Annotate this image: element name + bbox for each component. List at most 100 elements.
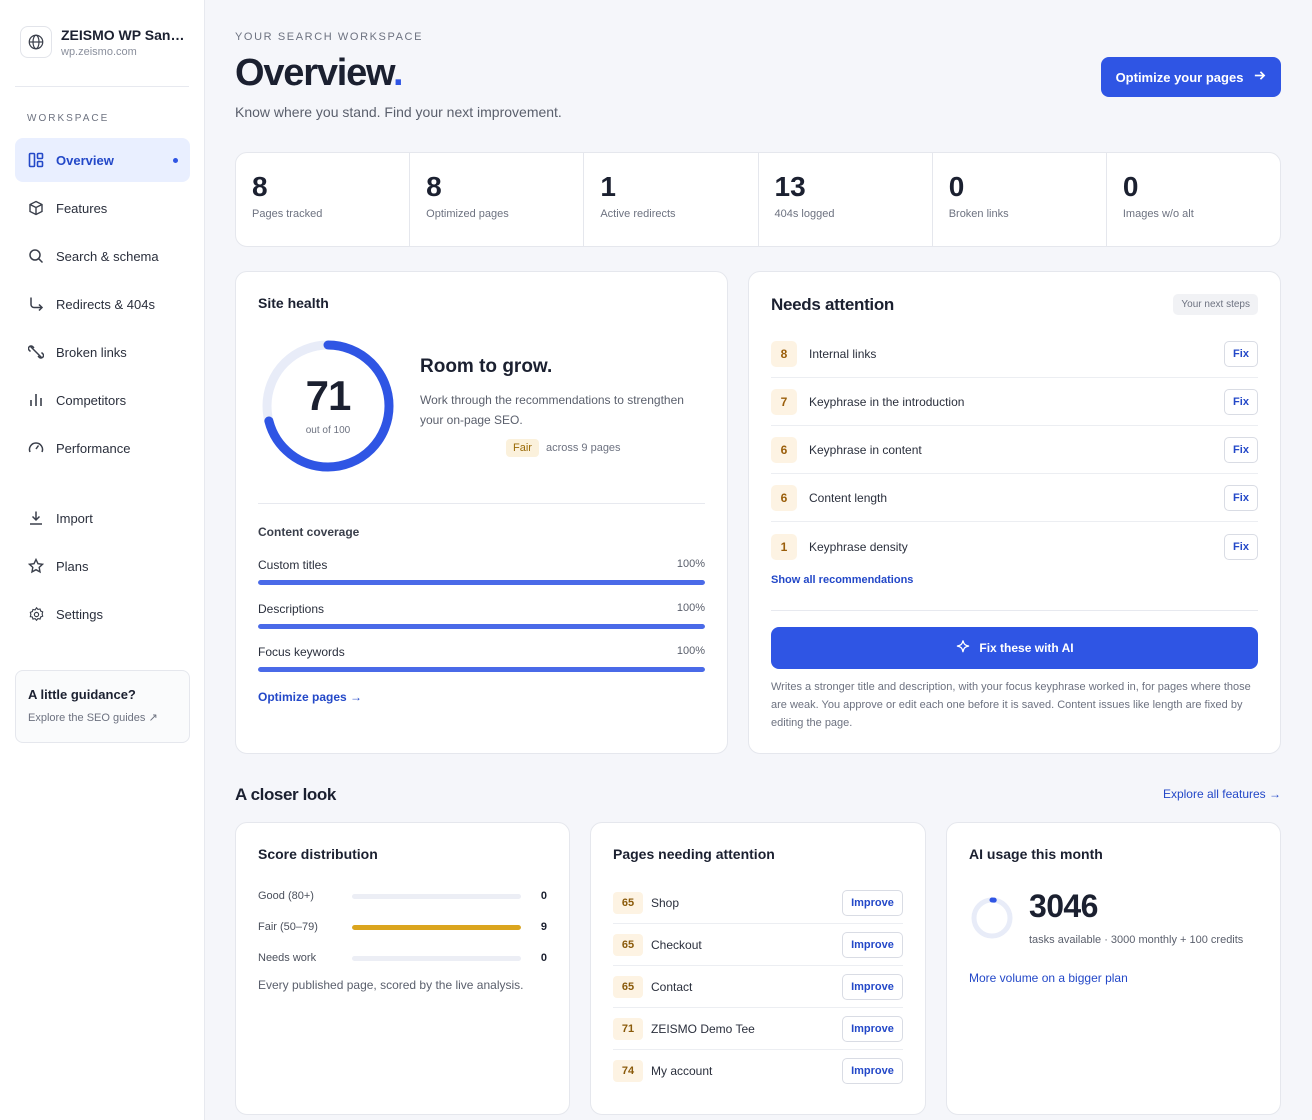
- globe-icon: [20, 26, 52, 58]
- stat-optimized-pages: 8 Optimized pages: [410, 153, 585, 246]
- health-description: Work through the recommendations to stre…: [420, 393, 684, 427]
- page-eyebrow: YOUR SEARCH WORKSPACE: [235, 31, 424, 43]
- sidebar-item-plans[interactable]: Plans: [15, 544, 190, 588]
- stat-images-without-alt: 0 Images w/o alt: [1122, 171, 1194, 220]
- sparkle-icon: [955, 639, 971, 658]
- fix-button[interactable]: Fix: [1224, 340, 1258, 367]
- ai-note: Writes a stronger title and description,…: [771, 681, 1251, 729]
- ai-usage-ring: [971, 897, 1013, 939]
- sidebar: ZEISMO WP Sandbox wp.zeismo.com WORKSPAC…: [0, 0, 205, 1120]
- cube-icon: [27, 199, 45, 217]
- attention-row: 6 Content length Fix: [771, 474, 1258, 522]
- distribution-row-needs-work: Needs work 0: [258, 952, 547, 964]
- gear-icon: [27, 605, 45, 623]
- attention-row: 7 Keyphrase in the introduction Fix: [771, 378, 1258, 426]
- stat-404s-logged: 13 404s logged: [759, 153, 933, 246]
- site-switcher[interactable]: ZEISMO WP Sandbox wp.zeismo.com: [20, 26, 185, 58]
- search-icon: [27, 247, 45, 265]
- pages-attention-card: Pages needing attention 65 Shop Improve 6…: [590, 822, 926, 1115]
- guidance-card: A little guidance? Explore the SEO guide…: [15, 670, 190, 743]
- page-row: 65 Shop Improve: [613, 882, 903, 924]
- health-score-sub: out of 100: [305, 425, 351, 436]
- bar-chart-icon: [27, 391, 45, 409]
- sidebar-item-import[interactable]: Import: [15, 496, 190, 540]
- stat-pages-tracked: 8 Pages tracked: [236, 153, 411, 246]
- sidebar-item-performance[interactable]: Performance: [15, 426, 190, 470]
- next-steps-badge: Your next steps: [1173, 294, 1258, 315]
- show-all-recommendations-link[interactable]: Show all recommendations: [771, 574, 914, 586]
- sidebar-item-label: Redirects & 404s: [56, 296, 155, 312]
- fix-button[interactable]: Fix: [1224, 436, 1258, 463]
- sidebar-item-label: Plans: [56, 558, 89, 574]
- coverage-descriptions: Descriptions 100%: [258, 602, 705, 629]
- attention-row: 1 Keyphrase density Fix: [771, 523, 1258, 571]
- optimize-pages-link[interactable]: Optimize pages →: [258, 690, 363, 704]
- site-url: wp.zeismo.com: [61, 45, 137, 58]
- attention-row: 6 Keyphrase in content Fix: [771, 426, 1258, 474]
- sidebar-item-redirects[interactable]: Redirects & 404s: [15, 282, 190, 326]
- score-distribution-title: Score distribution: [258, 846, 378, 862]
- distribution-row-good: Good (80+) 0: [258, 890, 547, 902]
- page-row: 74 My account Improve: [613, 1050, 903, 1092]
- page-title: Overview.: [235, 52, 404, 94]
- arrow-right-icon: [1253, 69, 1266, 85]
- needs-attention-card: Needs attention Your next steps 8 Interna…: [748, 271, 1281, 754]
- sidebar-item-broken-links[interactable]: Broken links: [15, 330, 190, 374]
- ai-usage-title: AI usage this month: [969, 846, 1103, 862]
- site-health-card: Site health 71 out of 100 Room to grow. …: [235, 271, 728, 754]
- health-meta: Fair across 9 pages: [506, 439, 621, 457]
- sidebar-item-label: Search & schema: [56, 248, 159, 264]
- page-subtitle: Know where you stand. Find your next imp…: [235, 104, 562, 120]
- bigger-plan-link[interactable]: More volume on a bigger plan: [969, 971, 1128, 985]
- sidebar-item-overview[interactable]: Overview: [15, 138, 190, 182]
- sidebar-divider: [15, 86, 189, 87]
- seo-guides-link[interactable]: Explore the SEO guides ↗: [28, 712, 158, 724]
- sidebar-item-search-schema[interactable]: Search & schema: [15, 234, 190, 278]
- attention-divider: [771, 610, 1258, 611]
- distribution-row-fair: Fair (50–79) 9: [258, 921, 547, 933]
- grid-icon: [27, 151, 45, 169]
- sidebar-item-competitors[interactable]: Competitors: [15, 378, 190, 422]
- stat-broken-links: 0 Broken links: [933, 153, 1107, 246]
- sidebar-item-label: Settings: [56, 606, 103, 622]
- sidebar-item-label: Competitors: [56, 392, 127, 408]
- site-health-title: Site health: [258, 295, 329, 311]
- coverage-focus-keywords: Focus keywords 100%: [258, 645, 705, 672]
- download-icon: [27, 509, 45, 527]
- ai-usage-card: AI usage this month 3046 tasks available…: [946, 822, 1281, 1115]
- distribution-note: Every published page, scored by the live…: [258, 978, 524, 992]
- health-divider: [258, 503, 705, 504]
- ai-usage-value: 3046: [1029, 888, 1098, 924]
- fix-with-ai-button[interactable]: Fix these with AI: [771, 627, 1258, 669]
- sidebar-item-label: Features: [56, 200, 108, 216]
- improve-button[interactable]: Improve: [842, 931, 903, 958]
- improve-button[interactable]: Improve: [842, 889, 903, 916]
- broken-link-icon: [27, 343, 45, 361]
- title-accent-dot: .: [393, 52, 404, 94]
- coverage-title: Content coverage: [258, 525, 360, 539]
- explore-features-link[interactable]: Explore all features →: [1162, 787, 1281, 801]
- active-dot: [173, 157, 178, 163]
- coverage-custom-titles: Custom titles 100%: [258, 558, 705, 585]
- score-distribution-card: Score distribution Good (80+) 0 Fair (50–…: [235, 822, 570, 1115]
- improve-button[interactable]: Improve: [842, 1058, 903, 1084]
- fix-button[interactable]: Fix: [1224, 534, 1258, 560]
- sidebar-item-settings[interactable]: Settings: [15, 592, 190, 636]
- sidebar-item-label: Overview: [56, 152, 114, 168]
- stat-active-redirects: 1 Active redirects: [584, 153, 759, 246]
- page-row: 71 ZEISMO Demo Tee Improve: [613, 1008, 903, 1050]
- improve-button[interactable]: Improve: [842, 973, 903, 1000]
- needs-attention-title: Needs attention: [771, 295, 895, 314]
- page-row: 65 Contact Improve: [613, 966, 903, 1008]
- guidance-title: A little guidance?: [28, 687, 136, 702]
- optimize-pages-button[interactable]: Optimize your pages: [1101, 57, 1281, 97]
- across-pages-text: across 9 pages: [545, 442, 621, 454]
- sidebar-item-features[interactable]: Features: [15, 186, 190, 230]
- attention-row: 8 Internal links Fix: [771, 330, 1258, 378]
- improve-button[interactable]: Improve: [842, 1015, 903, 1042]
- sidebar-item-label: Broken links: [56, 344, 127, 360]
- star-icon: [27, 557, 45, 575]
- pages-attention-title: Pages needing attention: [613, 846, 775, 862]
- fix-button[interactable]: Fix: [1224, 484, 1258, 511]
- fix-button[interactable]: Fix: [1224, 388, 1258, 415]
